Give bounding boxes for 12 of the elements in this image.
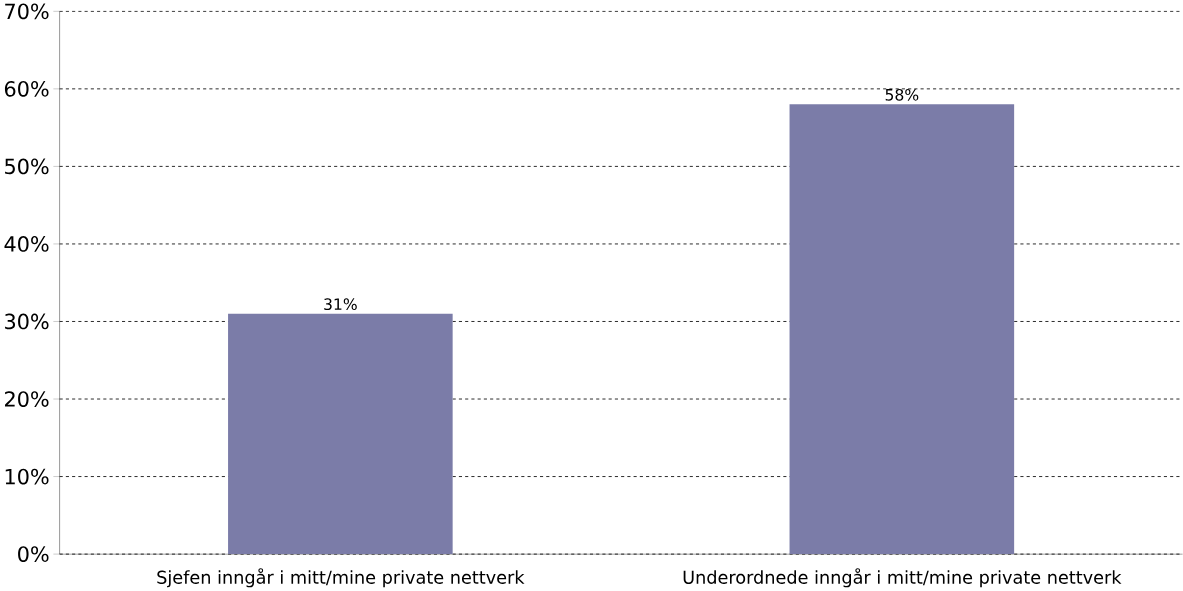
y-tick-label: 40% (4, 236, 49, 252)
y-tick-label: 50% (5, 158, 49, 175)
x-tick-label: Underordnede inngår i mitt/mine private nettverk (683, 568, 1122, 588)
data-label: 58% (885, 88, 919, 101)
y-tick-label: 70% (5, 3, 49, 20)
y-tick-label: 0% (18, 546, 49, 563)
data-label: 31% (324, 298, 357, 311)
y-tick-label: 30% (5, 313, 49, 330)
y-tick-label: 10% (5, 468, 49, 485)
y-tick-label: 60% (4, 81, 49, 97)
x-tick-label: Sjefen inngår i mitt/mine private nettverk (157, 568, 525, 588)
y-tick-label: 20% (5, 391, 49, 407)
